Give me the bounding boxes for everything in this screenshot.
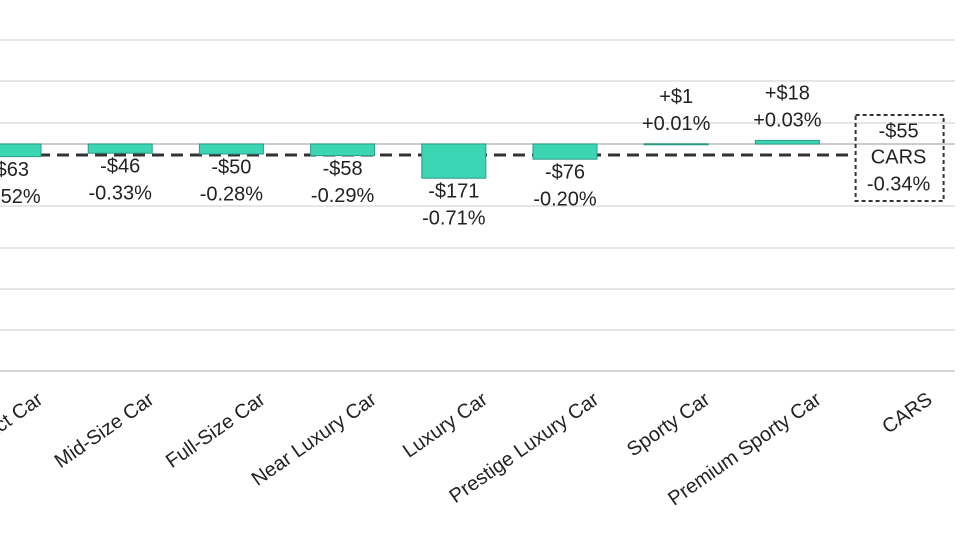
x-tick-label: Full-Size Car	[162, 388, 270, 473]
x-tick-label: Sporty Car	[623, 388, 714, 461]
bar	[643, 143, 709, 146]
value-label: +$1	[659, 86, 693, 108]
total-name: CARS	[871, 146, 927, 168]
x-tick-label: Near Luxury Car	[248, 388, 381, 490]
bar	[198, 143, 264, 155]
percent-label: -0.33%	[89, 182, 153, 204]
total-box	[854, 114, 945, 202]
bar	[421, 143, 487, 179]
value-label: -$50	[211, 156, 251, 178]
bar	[87, 143, 153, 154]
percent-label: -0.20%	[533, 188, 597, 210]
percent-label: -0.52%	[0, 186, 41, 208]
percent-label: -0.28%	[200, 183, 264, 205]
x-tick-label: CARS	[878, 388, 936, 438]
value-label: -$58	[323, 158, 363, 180]
value-label: -$63	[0, 159, 29, 181]
value-label: -$171	[428, 180, 479, 202]
percent-label: -0.34%	[867, 173, 931, 195]
value-label: -$76	[545, 161, 585, 183]
value-label: -$55	[879, 120, 919, 142]
x-tick-label: Compact Car	[0, 388, 47, 474]
bar	[310, 143, 376, 157]
bar	[532, 143, 598, 160]
x-tick-label: Mid-Size Car	[51, 388, 159, 473]
value-label: -$46	[100, 155, 140, 177]
percent-label: +0.03%	[753, 110, 822, 132]
percent-label: -0.29%	[311, 185, 375, 207]
percent-label: +0.01%	[642, 113, 711, 135]
value-label: +$18	[765, 83, 810, 105]
percent-label: -0.71%	[422, 207, 486, 229]
x-tick-label: Luxury Car	[399, 388, 492, 462]
bar	[754, 139, 820, 145]
bar	[0, 143, 42, 158]
